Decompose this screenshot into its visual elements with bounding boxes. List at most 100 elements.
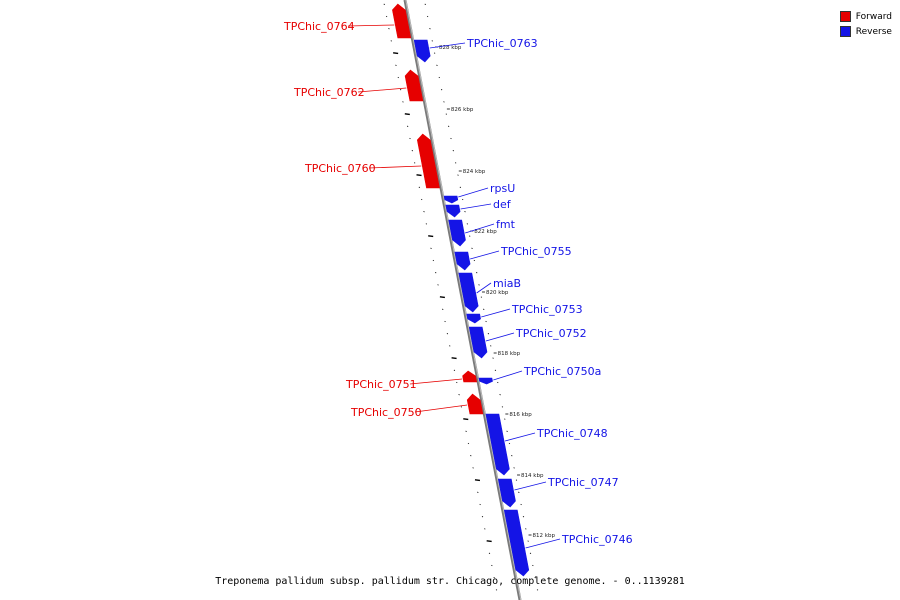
tick-mark (486, 540, 492, 543)
gene-label[interactable]: TPChic_0762 (293, 86, 365, 99)
gene-feature-tpchic_0762[interactable] (404, 69, 424, 102)
gene-feature-tpchic_0747[interactable] (497, 478, 516, 508)
label-leader (460, 203, 492, 210)
tick-mark (527, 540, 529, 542)
gene-label[interactable]: TPChic_0748 (536, 427, 608, 440)
tick-mark (420, 198, 423, 201)
tick-mark (481, 516, 484, 518)
kbp-label: 822 kbp (474, 229, 497, 235)
gene-label[interactable]: def (493, 198, 512, 211)
gene-label[interactable]: rpsU (490, 182, 515, 195)
gene-feature-tpchic_0760[interactable] (416, 133, 440, 189)
gene-label[interactable]: miaB (493, 277, 521, 290)
gene-label[interactable]: TPChic_0747 (547, 476, 619, 489)
tick-mark (444, 320, 446, 323)
gene-feature-tpchic_0763[interactable] (413, 39, 431, 63)
tick-mark (425, 223, 428, 225)
gene-label[interactable]: TPChic_0764 (283, 20, 355, 33)
tick-mark (454, 162, 457, 164)
gene-feature-tpchic_0752[interactable] (468, 326, 488, 359)
tick-mark (479, 503, 481, 506)
gene-label[interactable]: TPChic_0750 (350, 406, 422, 419)
tick-mark (492, 357, 494, 359)
tick-mark (383, 3, 385, 5)
tick-mark (487, 333, 490, 335)
label-leader (368, 165, 422, 169)
tick-mark (529, 552, 532, 554)
tick-mark (522, 516, 525, 518)
tick-mark (525, 528, 527, 530)
gene-feature-miab[interactable] (458, 272, 479, 313)
tick-mark (409, 137, 411, 140)
gene-feature-tpchic_0750[interactable] (466, 393, 484, 415)
tick-mark (413, 162, 416, 164)
kbp-label: 818 kbp (498, 351, 521, 357)
gene-label[interactable]: TPChic_0752 (515, 327, 587, 340)
gene-feature-rpsu[interactable] (443, 195, 459, 204)
tick-mark (428, 235, 434, 238)
tick-mark (440, 89, 443, 91)
tick-mark (388, 28, 390, 30)
tick-mark (447, 125, 450, 127)
tick-mark (471, 247, 473, 249)
tick-mark (393, 52, 399, 55)
left-tick-track (383, 3, 498, 591)
gene-label[interactable]: TPChic_0751 (345, 378, 417, 391)
gene-feature-tpchic_0753[interactable] (466, 313, 481, 324)
kbp-label: 816 kbp (509, 412, 532, 418)
tick-mark (452, 150, 455, 152)
gene-label[interactable]: TPChic_0755 (500, 245, 572, 258)
tick-mark (456, 381, 458, 384)
tick-mark (431, 40, 433, 42)
gene-label[interactable]: TPChic_0753 (511, 303, 583, 316)
tick-mark (534, 577, 536, 579)
gene-label[interactable]: fmt (496, 218, 516, 231)
tick-mark (433, 52, 436, 54)
gene-label[interactable]: TPChic_0763 (466, 37, 538, 50)
genome-backbone (403, 0, 522, 600)
tick-mark (418, 186, 421, 188)
tick-mark (501, 406, 504, 408)
tick-mark (430, 247, 432, 249)
tick-mark (459, 186, 462, 188)
tick-mark (483, 308, 485, 310)
tick-mark (397, 76, 400, 79)
tick-mark (404, 113, 410, 116)
label-leader (476, 282, 492, 294)
gene-feature-tpchic_0764[interactable] (392, 3, 412, 39)
gene-label[interactable]: TPChic_0750a (523, 365, 601, 378)
tick-mark (458, 394, 460, 396)
tick-mark (513, 467, 515, 469)
genome-backbone-highlight (405, 0, 522, 600)
gene-feature-tpchic_0750a[interactable] (478, 377, 493, 385)
kbp-label: 826 kbp (451, 107, 474, 113)
tick-mark (495, 589, 498, 591)
gene-feature-tpchic_0746[interactable] (503, 509, 530, 577)
tick-mark (437, 284, 439, 286)
tick-mark (426, 15, 429, 18)
label-leader (429, 42, 466, 49)
label-leader (485, 332, 515, 342)
gene-feature-def[interactable] (445, 204, 461, 218)
gene-feature-fmt[interactable] (448, 219, 466, 247)
tick-mark (508, 442, 511, 445)
gene-label[interactable]: TPChic_0760 (304, 162, 376, 175)
tick-mark (468, 235, 471, 237)
tick-mark (497, 381, 499, 384)
gene-label[interactable]: TPChic_0746 (561, 533, 633, 546)
kbp-label: 824 kbp (463, 169, 486, 175)
tick-mark (385, 15, 388, 18)
tick-mark (411, 150, 414, 152)
tick-mark (518, 491, 520, 493)
tick-mark (491, 564, 493, 567)
kbp-label: 820 kbp (486, 290, 509, 296)
tick-mark (435, 272, 437, 274)
gene-feature-tpchic_0751[interactable] (462, 370, 478, 383)
tick-mark (470, 455, 472, 457)
tick-mark (490, 345, 492, 347)
gene-feature-tpchic_0748[interactable] (485, 413, 510, 476)
tick-mark (488, 552, 491, 554)
gene-feature-tpchic_0755[interactable] (454, 251, 471, 271)
tick-mark (460, 406, 463, 408)
label-leader (514, 481, 547, 491)
